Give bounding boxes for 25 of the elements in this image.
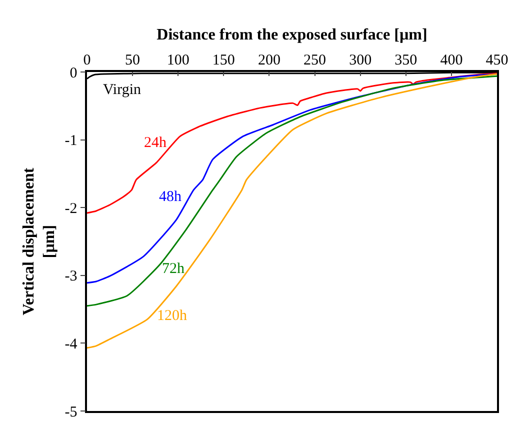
annotation: 72h [162, 261, 185, 277]
x-tick-label: 300 [349, 52, 372, 68]
x-tick-label: 50 [125, 52, 140, 68]
x-tick-label: 400 [440, 52, 463, 68]
y-tick-label: -4 [64, 336, 78, 352]
line-series [87, 72, 497, 214]
annotation: 24h [144, 135, 167, 151]
y-tick-label: 0 [70, 65, 78, 82]
annotation: 48h [159, 189, 182, 205]
y-tick-label: -2 [64, 200, 78, 217]
x-tick-label: 200 [258, 52, 280, 68]
x-tick-label: 450 [486, 52, 508, 68]
line-series [87, 73, 497, 349]
x-axis-title: Distance from the exposed surface [µm] [156, 26, 428, 44]
x-tick-label: 250 [304, 52, 326, 68]
y-tick-label: -5 [64, 404, 78, 420]
x-tick-label: 0 [83, 52, 91, 68]
y-axis-title: Vertical displacement [µm] [20, 167, 58, 316]
y-tick-label: -3 [64, 268, 78, 285]
y-tick-label: -1 [64, 133, 78, 150]
x-tick-label: 150 [212, 52, 235, 68]
annotation: 120h [157, 308, 188, 324]
x-tick-label: 350 [394, 52, 418, 68]
x-tick-label: 100 [166, 52, 190, 68]
annotation: Virgin [103, 82, 142, 98]
